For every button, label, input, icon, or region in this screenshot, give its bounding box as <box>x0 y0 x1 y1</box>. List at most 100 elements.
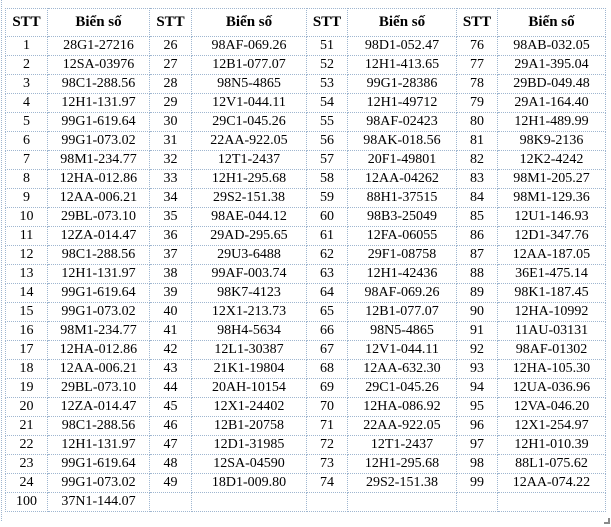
plate-cell: 12U1-146.93 <box>497 207 606 227</box>
plate-cell: 12B1-077.07 <box>191 55 307 75</box>
plate-cell: 12ZA-014.47 <box>47 226 150 246</box>
plate-cell: 98C1-288.56 <box>47 416 150 436</box>
table-row: 6 99G1-073.02 31 22AA-922.05 56 98AK-018.56 81… <box>5 131 606 151</box>
table-row: 19 29BL-073.10 44 20AH-10154 69 29C1-045.26 94… <box>5 378 606 398</box>
plate-cell: 99G1-073.02 <box>47 302 150 322</box>
stt-cell: 97 <box>456 435 498 455</box>
stt-cell: 93 <box>456 359 498 379</box>
header-stt-2: STT <box>149 8 192 37</box>
plate-cell: 29C1-045.26 <box>191 112 307 132</box>
plate-cell: 88L1-075.62 <box>497 454 606 474</box>
stt-cell: 29 <box>149 93 192 113</box>
plate-cell: 29A1-395.04 <box>497 55 606 75</box>
plate-cell: 12X1-213.73 <box>191 302 307 322</box>
plate-cell: 36E1-475.14 <box>497 264 606 284</box>
table-row: 3 98C1-288.56 28 98N5-4865 53 99G1-28386 78 29B… <box>5 74 606 94</box>
stt-cell: 13 <box>5 264 48 284</box>
stt-cell: 53 <box>306 74 348 94</box>
stt-cell: 82 <box>456 150 498 170</box>
stt-cell: 38 <box>149 264 192 284</box>
stt-cell: 78 <box>456 74 498 94</box>
stt-cell: 76 <box>456 36 498 56</box>
stt-cell: 89 <box>456 283 498 303</box>
stt-cell: 36 <box>149 226 192 246</box>
stt-cell: 28 <box>149 74 192 94</box>
plate-cell: 12HA-086.92 <box>347 397 457 417</box>
plate-cell: 98K9-2136 <box>497 131 606 151</box>
plate-cell: 98D1-052.47 <box>347 36 457 56</box>
plate-cell: 98K1-187.45 <box>497 283 606 303</box>
stt-cell: 69 <box>306 378 348 398</box>
left-edge-gridline <box>1 0 2 521</box>
plate-cell: 22AA-922.05 <box>347 416 457 436</box>
stt-cell: 6 <box>5 131 48 151</box>
stt-cell: 68 <box>306 359 348 379</box>
stt-cell: 34 <box>149 188 192 208</box>
plate-cell: 29BD-049.48 <box>497 74 606 94</box>
plate-table-body: 1 28G1-27216 26 98AF-069.26 51 98D1-052.47 76 9… <box>5 36 606 512</box>
stt-cell: 92 <box>456 340 498 360</box>
plate-cell: 12H1-131.97 <box>47 93 150 113</box>
stt-cell: 63 <box>306 264 348 284</box>
plate-cell: 98B3-25049 <box>347 207 457 227</box>
stt-cell: 22 <box>5 435 48 455</box>
stt-cell: 66 <box>306 321 348 341</box>
stt-cell: 55 <box>306 112 348 132</box>
table-row: 9 12AA-006.21 34 29S2-151.38 59 88H1-37515 84 9… <box>5 188 606 208</box>
stt-cell: 49 <box>149 473 192 493</box>
plate-cell: 12H1-49712 <box>347 93 457 113</box>
plate-cell: 98M1-234.77 <box>47 321 150 341</box>
stt-cell: 32 <box>149 150 192 170</box>
stt-cell <box>456 492 498 512</box>
table-row: 5 99G1-619.64 30 29C1-045.26 55 98AF-02423 80 1… <box>5 112 606 132</box>
stt-cell: 60 <box>306 207 348 227</box>
plate-cell: 12T1-2437 <box>191 150 307 170</box>
stt-cell: 99 <box>456 473 498 493</box>
plate-cell: 12H1-489.99 <box>497 112 606 132</box>
plate-cell: 12H1-295.68 <box>191 169 307 189</box>
plate-cell: 98AF-069.26 <box>191 36 307 56</box>
header-plate-1: Biển số <box>47 8 150 37</box>
table-row: 18 12AA-006.21 43 21K1-19804 68 12AA-632.30 93… <box>5 359 606 379</box>
stt-cell <box>306 492 348 512</box>
stt-cell: 10 <box>5 207 48 227</box>
plate-cell: 98AK-018.56 <box>347 131 457 151</box>
plate-cell: 12HA-012.86 <box>47 169 150 189</box>
stt-cell: 14 <box>5 283 48 303</box>
header-plate-3: Biển số <box>347 8 457 37</box>
plate-cell: 37N1-144.07 <box>47 492 150 512</box>
plate-cell: 98AF-069.26 <box>347 283 457 303</box>
stt-cell: 57 <box>306 150 348 170</box>
table-row: 1 28G1-27216 26 98AF-069.26 51 98D1-052.47 76 9… <box>5 36 606 56</box>
plate-cell: 12SA-04590 <box>191 454 307 474</box>
stt-cell: 33 <box>149 169 192 189</box>
plate-cell: 12D1-347.76 <box>497 226 606 246</box>
plate-cell: 12H1-131.97 <box>47 435 150 455</box>
plate-cell: 12AA-187.05 <box>497 245 606 265</box>
table-resize-handle[interactable] <box>604 518 610 524</box>
plate-cell: 99G1-619.64 <box>47 283 150 303</box>
plate-cell: 12D1-31985 <box>191 435 307 455</box>
plate-cell: 29F1-08758 <box>347 245 457 265</box>
stt-cell: 45 <box>149 397 192 417</box>
plate-cell: 20AH-10154 <box>191 378 307 398</box>
plate-cell: 20F1-49801 <box>347 150 457 170</box>
plate-cell: 98AF-01302 <box>497 340 606 360</box>
plate-cell: 98N5-4865 <box>347 321 457 341</box>
stt-cell: 86 <box>456 226 498 246</box>
table-row: 12 98C1-288.56 37 29U3-6488 62 29F1-08758 87 12… <box>5 245 606 265</box>
stt-cell: 27 <box>149 55 192 75</box>
plate-cell: 98H4-5634 <box>191 321 307 341</box>
plate-cell: 12ZA-014.47 <box>47 397 150 417</box>
plate-cell: 12H1-131.97 <box>47 264 150 284</box>
stt-cell: 8 <box>5 169 48 189</box>
table-row: 4 12H1-131.97 29 12V1-044.11 54 12H1-49712 79 2… <box>5 93 606 113</box>
stt-cell: 79 <box>456 93 498 113</box>
stt-cell: 26 <box>149 36 192 56</box>
plate-cell: 12UA-036.96 <box>497 378 606 398</box>
plate-cell: 29BL-073.10 <box>47 207 150 227</box>
plate-cell: 29C1-045.26 <box>347 378 457 398</box>
table-row: 8 12HA-012.86 33 12H1-295.68 58 12AA-04262 83 9… <box>5 169 606 189</box>
stt-cell: 88 <box>456 264 498 284</box>
stt-cell: 87 <box>456 245 498 265</box>
